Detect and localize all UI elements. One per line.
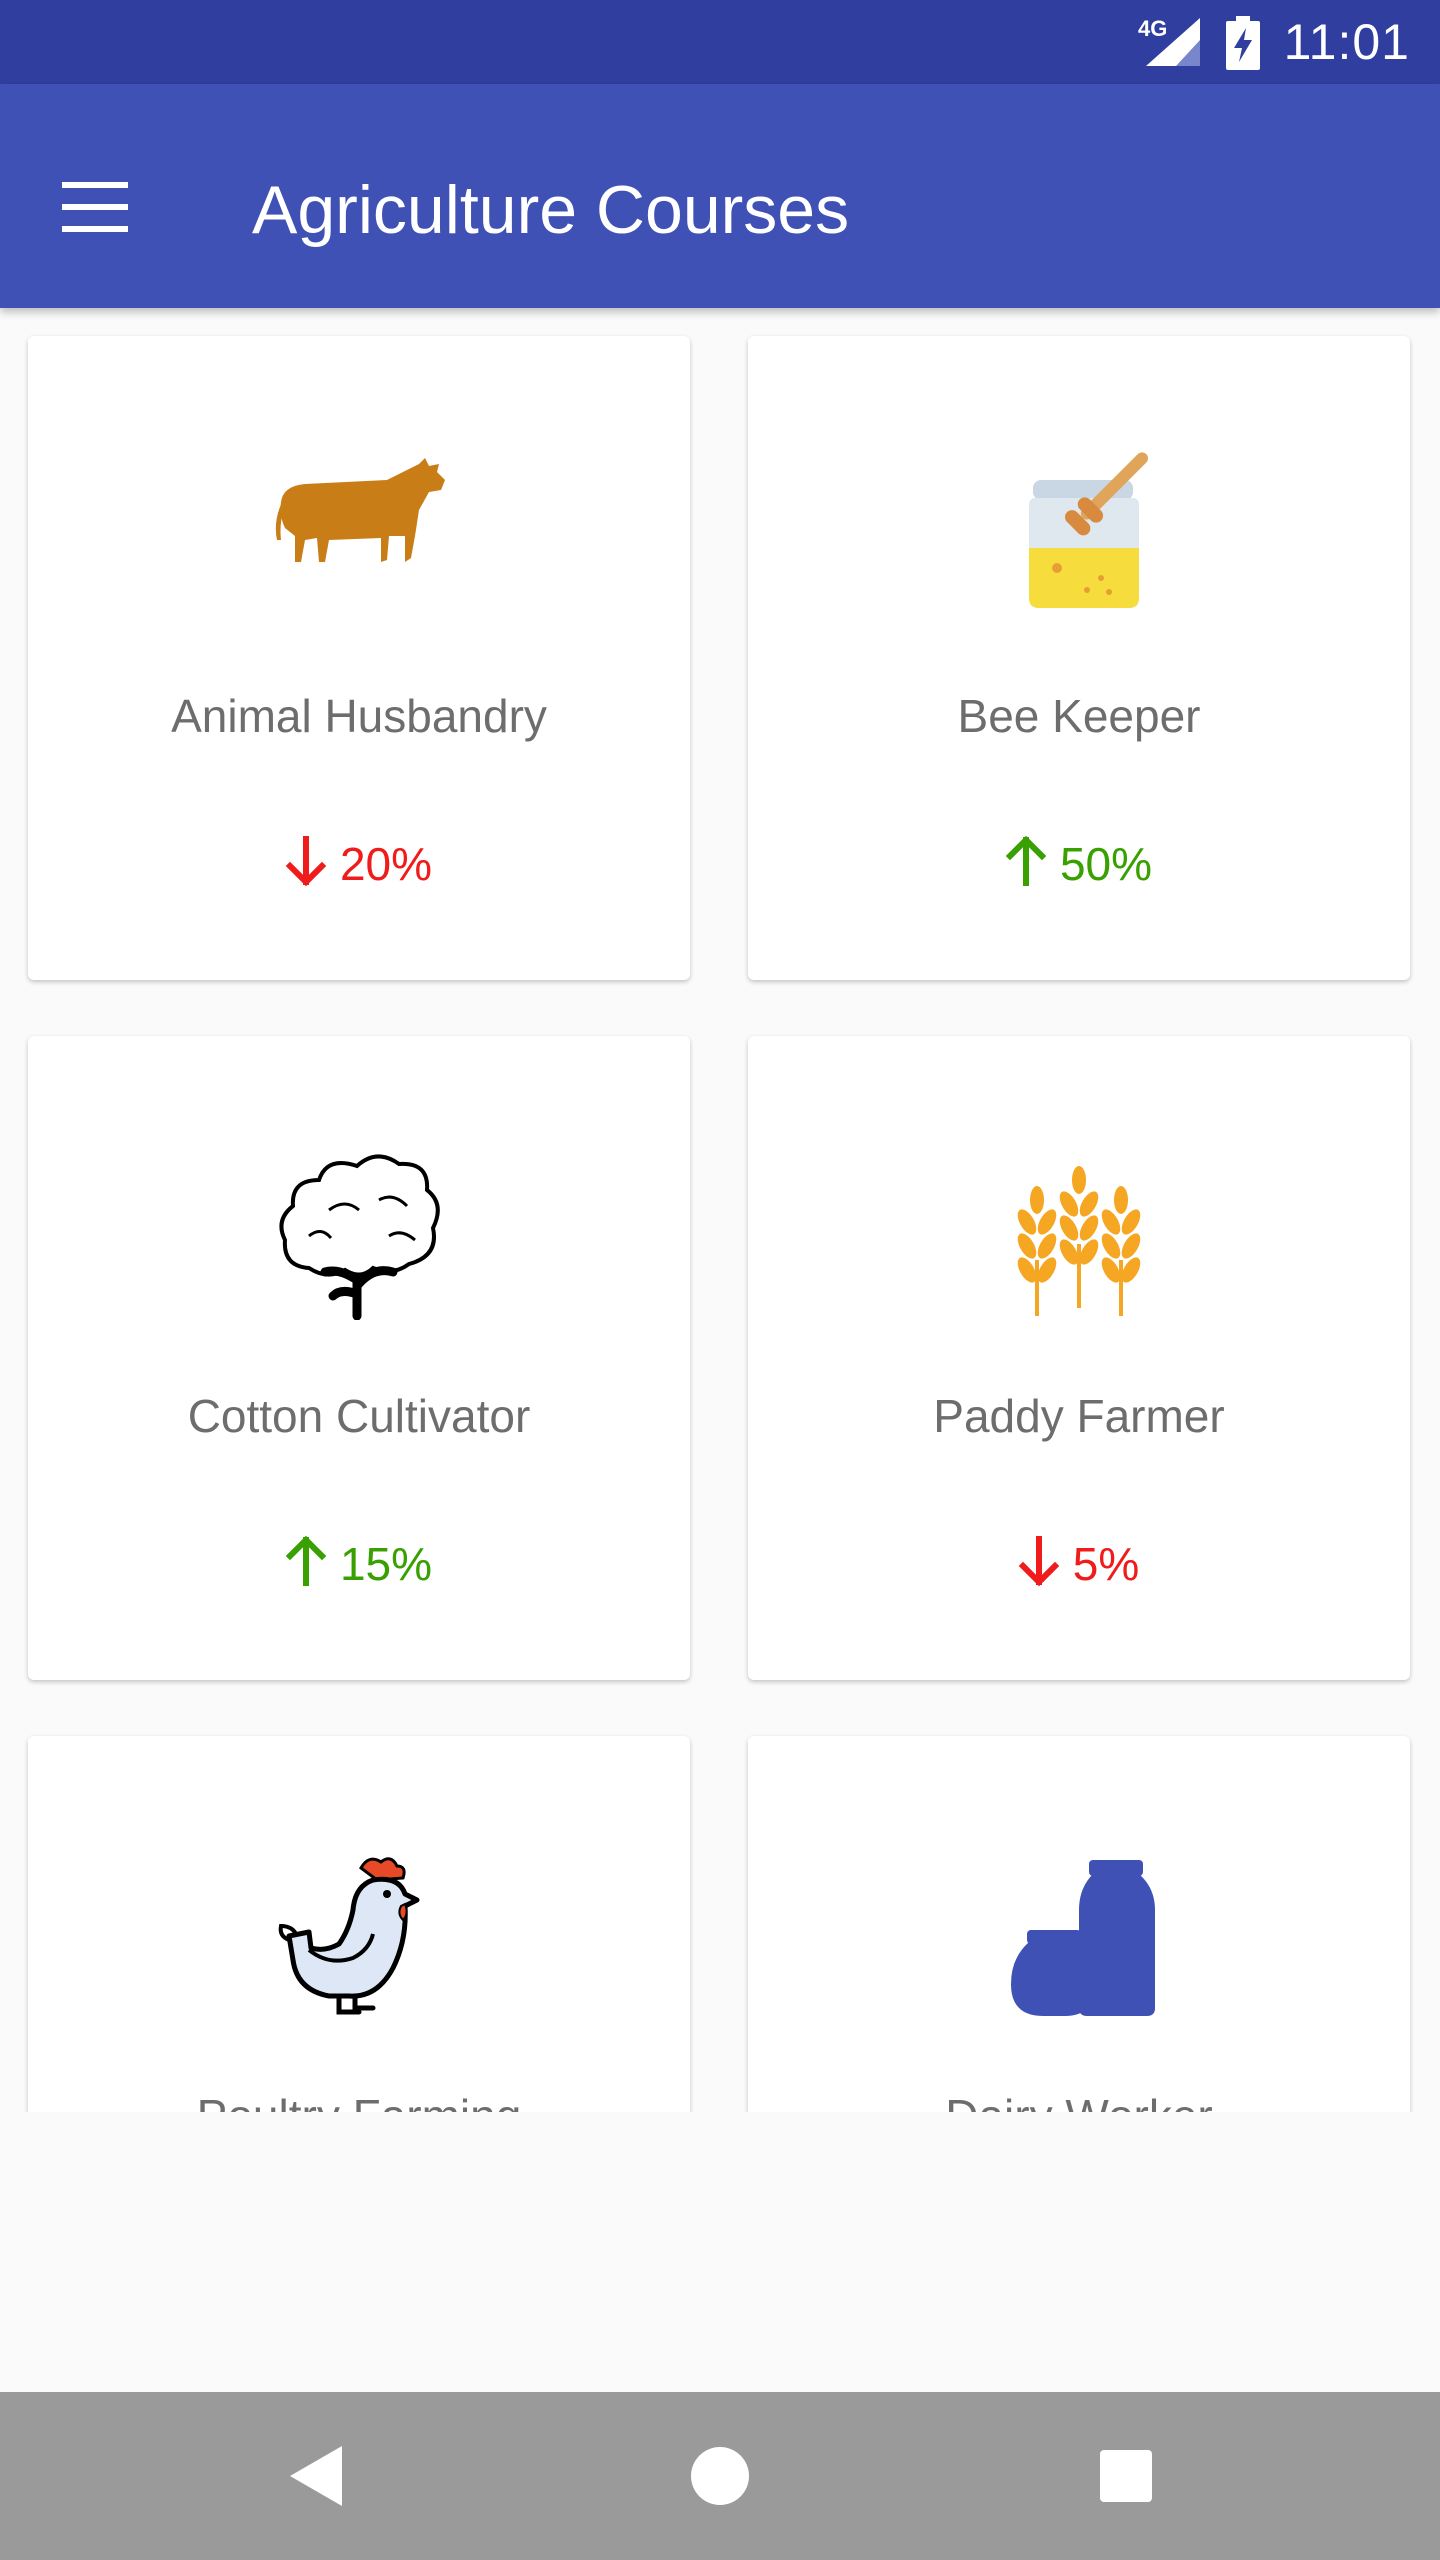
status-bar: 4G 11:01 xyxy=(0,0,1440,84)
course-card-paddy-farmer[interactable]: Paddy Farmer 5% xyxy=(748,1036,1410,1680)
course-name: Paddy Farmer xyxy=(933,1390,1225,1442)
course-grid[interactable]: Animal Husbandry 20% Bee Keeper xyxy=(0,308,1440,2112)
chicken-icon xyxy=(278,1857,420,2015)
honey-jar-icon xyxy=(1029,452,1149,608)
course-card-cotton-cultivator[interactable]: Cotton Cultivator 15% xyxy=(28,1036,690,1680)
arrow-up-icon xyxy=(285,1535,327,1587)
milk-jars-icon xyxy=(1011,1860,1155,2016)
trend-indicator: 15% xyxy=(28,1535,690,1592)
network-type: 4G xyxy=(1138,16,1168,41)
app-bar: Agriculture Courses xyxy=(0,84,1440,308)
course-card-dairy-worker[interactable]: Dairy Worker xyxy=(748,1736,1410,2112)
trend-value: 15% xyxy=(339,1538,433,1590)
arrow-up-icon xyxy=(1005,835,1047,887)
page-title: Agriculture Courses xyxy=(252,172,850,248)
signal-icon xyxy=(1146,18,1200,66)
cotton-plant-icon xyxy=(279,1154,440,1320)
trend-indicator: 20% xyxy=(28,835,690,892)
trend-value: 50% xyxy=(1059,838,1153,890)
course-name: Cotton Cultivator xyxy=(187,1390,531,1442)
course-name: Animal Husbandry xyxy=(171,690,547,742)
course-name: Dairy Worker xyxy=(748,2088,1410,2112)
clock: 11:01 xyxy=(1283,14,1410,70)
wheat-icon xyxy=(1017,1166,1141,1316)
course-card-bee-keeper[interactable]: Bee Keeper 50% xyxy=(748,336,1410,980)
course-card-animal-husbandry[interactable]: Animal Husbandry 20% xyxy=(28,336,690,980)
course-card-poultry-farming[interactable]: Poultry Farming xyxy=(28,1736,690,2112)
arrow-down-icon xyxy=(285,835,327,887)
trend-value: 20% xyxy=(339,838,433,890)
trend-indicator: 50% xyxy=(748,835,1410,892)
trend-indicator: 5% xyxy=(748,1535,1410,1592)
trend-value: 5% xyxy=(1072,1538,1140,1590)
course-name: Poultry Farming xyxy=(28,2088,690,2112)
cow-icon xyxy=(275,458,445,562)
arrow-down-icon xyxy=(1018,1535,1059,1587)
hamburger-menu-icon[interactable] xyxy=(62,182,132,234)
home-icon[interactable] xyxy=(680,2436,760,2516)
recents-icon[interactable] xyxy=(1086,2436,1166,2516)
back-icon[interactable] xyxy=(276,2436,356,2516)
system-navigation-bar xyxy=(0,2392,1440,2560)
battery-charging-icon xyxy=(1226,16,1260,70)
course-name: Bee Keeper xyxy=(957,690,1201,742)
